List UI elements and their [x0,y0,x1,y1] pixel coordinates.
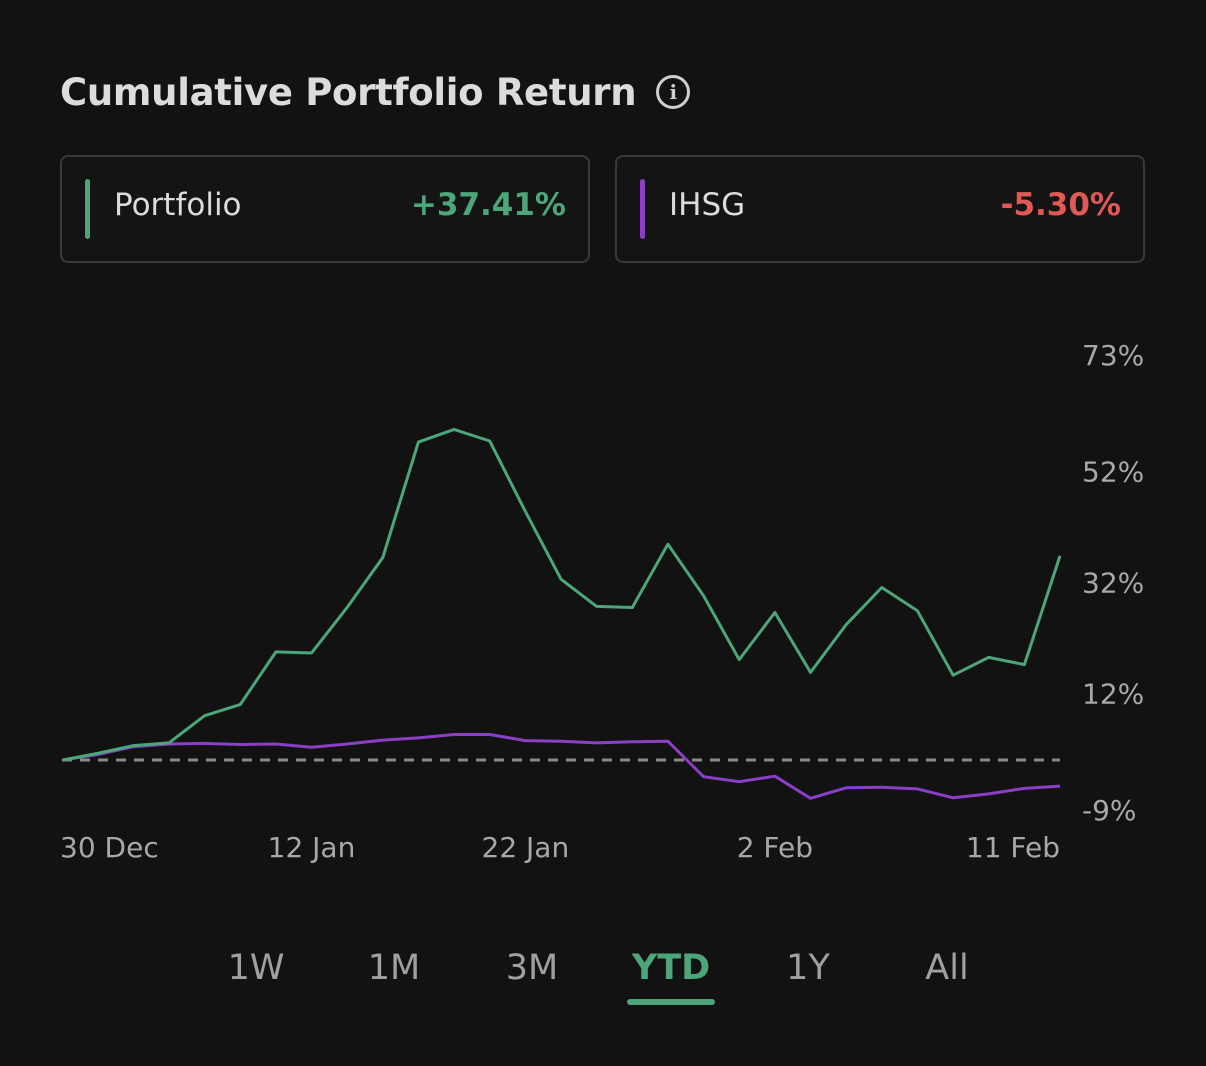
x-tick-label: 12 Jan [268,831,356,864]
tab-ytd[interactable]: YTD [611,940,731,1010]
legend-value-ihsg: -5.30% [1000,187,1121,223]
x-tick-label: 2 Feb [737,831,813,864]
tab-label: 3M [505,948,559,988]
time-range-tabs: 1W 1M 3M YTD 1Y All [0,940,1206,1020]
tab-all[interactable]: All [887,940,1007,1010]
tab-label: 1W [227,948,285,988]
y-tick-label: -9% [1082,794,1137,827]
info-icon[interactable]: i [656,75,691,109]
tab-1m[interactable]: 1M [334,940,454,1010]
tab-1y[interactable]: 1Y [748,940,868,1010]
x-tick-label: 11 Feb [966,831,1060,864]
portfolio-color-bar [85,179,90,239]
y-tick-label: 73% [1082,339,1144,372]
legend-name-ihsg: IHSG [669,187,746,223]
tab-label: All [925,948,969,988]
x-axis-ticks: 30 Dec 12 Jan 22 Jan 2 Feb 11 Feb [60,831,1060,864]
tab-1w[interactable]: 1W [196,940,316,1010]
x-tick-label: 30 Dec [60,831,159,864]
legend-card-ihsg: IHSG -5.30% [615,155,1145,263]
ihsg-color-bar [640,179,645,239]
y-axis-ticks: 73% 52% 32% 12% -9% [1082,339,1144,827]
y-tick-label: 32% [1082,567,1144,600]
tab-3m[interactable]: 3M [472,940,592,1010]
tab-active-underline [627,999,715,1005]
chart-header: Cumulative Portfolio Return i [60,66,691,118]
series-line-ihsg [61,733,1061,800]
legend-name-portfolio: Portfolio [114,187,242,223]
x-tick-label: 22 Jan [482,831,570,864]
series-layer [61,427,1062,800]
chart-title: Cumulative Portfolio Return [60,70,637,114]
series-line-portfolio [61,427,1062,762]
legend-card-portfolio: Portfolio +37.41% [60,155,590,263]
legend-value-portfolio: +37.41% [410,187,566,223]
tab-label: 1M [367,948,421,988]
tab-label: YTD [631,948,711,988]
tab-label: 1Y [786,948,830,988]
y-tick-label: 12% [1082,677,1144,710]
y-tick-label: 52% [1082,456,1144,489]
